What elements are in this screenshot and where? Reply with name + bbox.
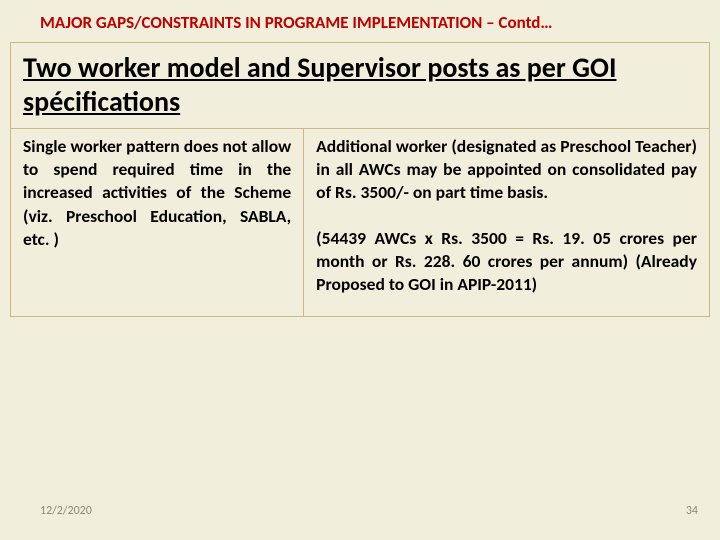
table-body-row: Single worker pattern does not allow to …	[11, 129, 709, 316]
right-paragraph-1: Additional worker (designated as Prescho…	[316, 135, 697, 204]
table-title: Two worker model and Supervisor posts as…	[23, 50, 616, 119]
left-column: Single worker pattern does not allow to …	[11, 129, 304, 316]
left-paragraph: Single worker pattern does not allow to …	[23, 135, 291, 250]
footer-page-number: 34	[686, 504, 698, 518]
table-title-row: Two worker model and Supervisor posts as…	[11, 43, 709, 129]
content-table: Two worker model and Supervisor posts as…	[10, 42, 710, 317]
footer-date: 12/2/2020	[40, 504, 92, 518]
slide-header: MAJOR GAPS/CONSTRAINTS IN PROGRAME IMPLE…	[0, 0, 720, 42]
right-paragraph-2: (54439 AWCs x Rs. 3500 = Rs. 19. 05 cror…	[316, 227, 697, 296]
right-column: Additional worker (designated as Prescho…	[304, 129, 709, 316]
